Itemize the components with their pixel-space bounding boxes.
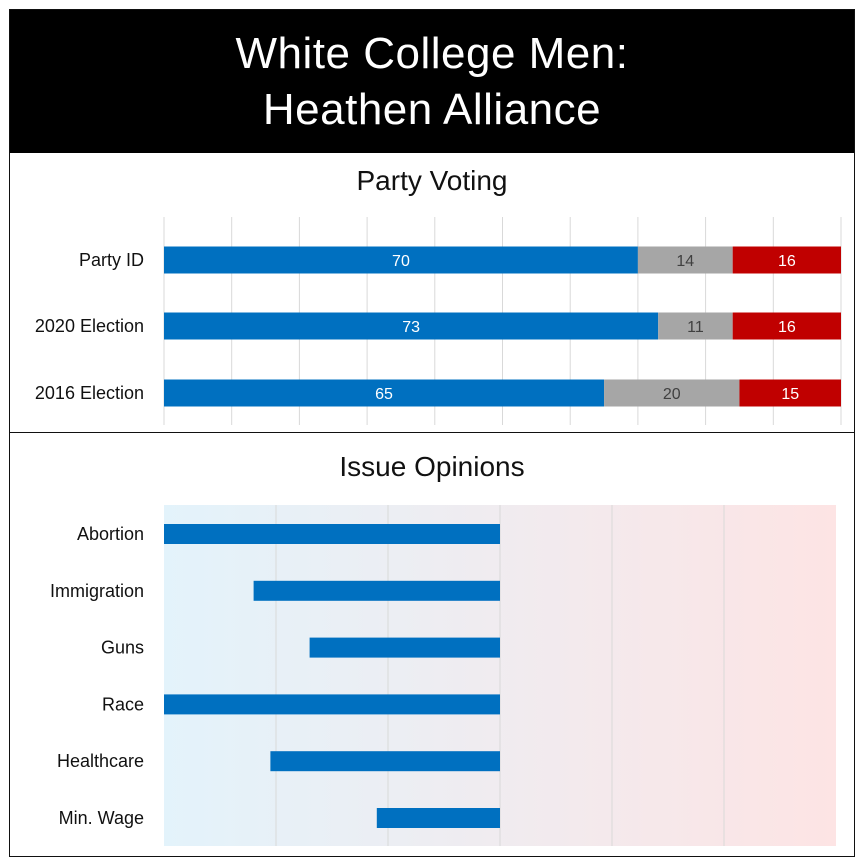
bar-segment-2016-election-1	[604, 379, 740, 407]
issue-opinions-chart: Abortion Immigration Guns Race Healthcare Min…	[50, 505, 836, 846]
opinion-bar-healthcare	[270, 751, 500, 772]
header-banner: White College Men: Heathen Alliance	[10, 10, 854, 153]
category-label: Healthcare	[57, 751, 144, 771]
data-label: 11	[687, 319, 704, 336]
opinion-bar-min-wage	[376, 808, 500, 828]
opinion-bar-abortion	[164, 524, 500, 544]
category-label: Party ID	[79, 250, 144, 270]
data-label: 20	[663, 386, 681, 403]
data-label: 73	[402, 319, 420, 336]
party-voting-chart: Party ID 70 14 16 2020 Election 73 11 16 2016 El…	[35, 217, 842, 425]
data-label: 14	[676, 253, 694, 270]
bar-segment-2020-election-1	[658, 312, 733, 340]
data-label: 65	[375, 386, 393, 403]
category-label: Abortion	[77, 524, 144, 544]
title-line-1: White College Men:	[235, 28, 629, 78]
bar-segment-2016-election-0	[164, 379, 605, 407]
chart-frame: White College Men: Heathen Alliance Part…	[9, 9, 855, 857]
category-label: Immigration	[50, 581, 144, 601]
data-label: 16	[778, 253, 796, 270]
category-label: Race	[102, 694, 144, 714]
category-label: Guns	[101, 638, 144, 658]
opinion-bar-guns	[309, 637, 500, 658]
data-label: 16	[778, 319, 796, 336]
issue-opinions-title: Issue Opinions	[339, 451, 525, 482]
bar-segment-party-id-2	[732, 246, 841, 274]
party-voting-title: Party Voting	[356, 165, 508, 196]
opinion-bar-immigration	[253, 580, 500, 601]
data-label: 70	[392, 253, 410, 270]
category-label: Min. Wage	[59, 808, 144, 828]
category-label: 2020 Election	[35, 316, 144, 336]
bar-segment-2016-election-2	[739, 379, 841, 407]
bar-segment-party-id-0	[164, 246, 638, 274]
bar-segment-2020-election-2	[732, 312, 841, 340]
party-voting-panel: Party Voting Party ID 70 14 16 2020 Election…	[10, 153, 854, 433]
category-label: 2016 Election	[35, 383, 144, 403]
opinion-bar-race	[164, 694, 500, 715]
title-line-2: Heathen Alliance	[262, 84, 602, 134]
bar-segment-party-id-1	[637, 246, 733, 274]
data-label: 15	[781, 386, 799, 403]
gridlines	[275, 505, 725, 846]
bar-segment-2020-election-0	[164, 312, 659, 340]
issue-opinions-panel: Issue Opinions Abortion Immigration Guns Ra…	[10, 433, 854, 857]
